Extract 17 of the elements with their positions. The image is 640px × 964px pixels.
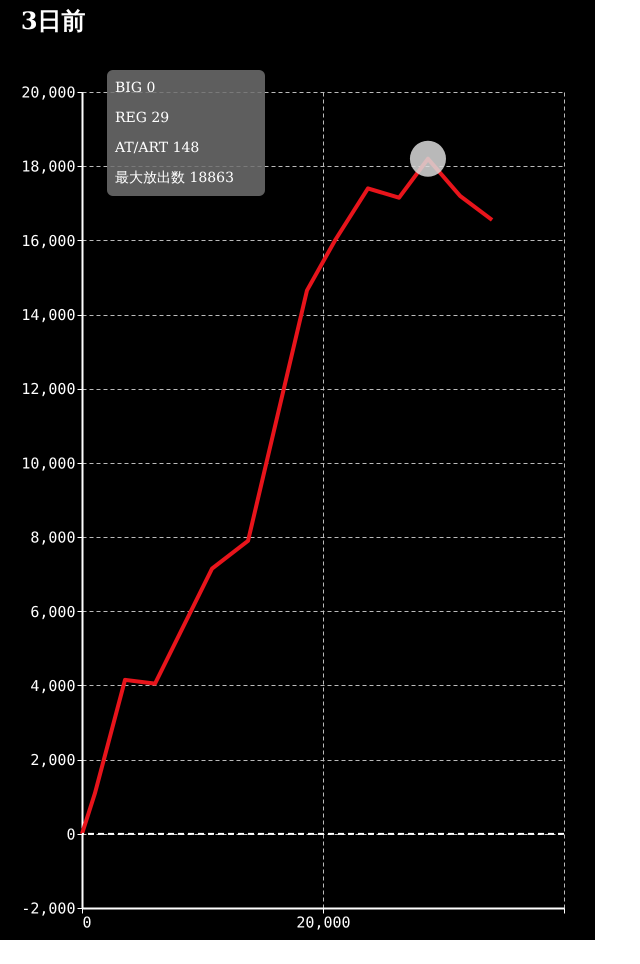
y-tick-label: 16,000 — [21, 232, 76, 250]
y-tick-label: 12,000 — [21, 380, 76, 398]
annotation: AT/ART 148 — [114, 140, 200, 156]
y-tick-label: 8,000 — [30, 528, 76, 547]
y-tick-label: 6,000 — [30, 602, 76, 621]
y-tick-label: 2,000 — [30, 751, 76, 770]
y-tick-label: 0 — [66, 825, 76, 844]
y-tick-label: 10,000 — [21, 454, 76, 472]
y-tick-label: -2,000 — [21, 900, 76, 918]
annotation: BIG 0 — [115, 80, 156, 96]
y-tick-label: 18,000 — [21, 158, 76, 176]
y-tick-label: 14,000 — [21, 306, 76, 324]
y-tick-label: 20,000 — [21, 84, 76, 102]
annotation: 最大放出数 18863 — [115, 170, 234, 186]
chart-title: 3日前 — [20, 6, 86, 35]
y-tick-label: 4,000 — [30, 676, 76, 695]
annotation: REG 29 — [115, 110, 170, 126]
